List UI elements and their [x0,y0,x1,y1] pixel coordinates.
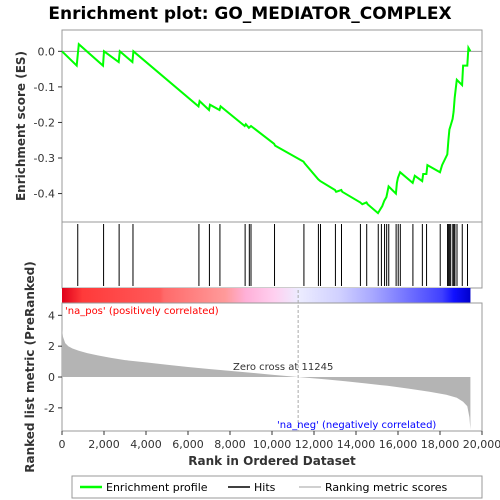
x-tick-label: 12,000 [295,438,334,451]
legend-label: Hits [254,481,276,494]
zero-cross-label: Zero cross at 11245 [233,362,333,373]
negative-label: 'na_neg' (negatively correlated) [277,420,436,431]
x-tick-label: 0 [59,438,66,451]
chart-title: Enrichment plot: GO_MEDIATOR_COMPLEX [48,4,451,24]
x-tick-label: 4,000 [130,438,162,451]
ranked-y-tick-label: 2 [48,340,55,353]
ranked-ylabel: Ranked list metric (PreRanked) [23,261,37,473]
es-y-tick-label: -0.3 [34,152,55,165]
hits-panel-frame [61,221,483,289]
legend-box [71,475,483,499]
hit-markers [77,224,469,286]
legend: Enrichment profile Hits Ranking metric sco… [80,481,447,494]
x-tick-label: 14,000 [337,438,376,451]
positive-label: 'na_pos' (positively correlated) [65,306,219,317]
ranked-y-ticks: 4 2 0 -2 [44,309,62,415]
x-tick-label: 10,000 [253,438,292,451]
ranked-y-tick-label: 0 [48,371,55,384]
es-y-tick-label: -0.2 [34,116,55,129]
es-y-ticks: 0.0 -0.1 -0.2 -0.3 -0.4 [34,45,62,201]
x-tick-label: 6,000 [172,438,204,451]
x-tick-label: 16,000 [379,438,418,451]
x-ticks: 0 2,000 4,000 6,000 8,000 10,000 12,000 14,000 1… [59,431,500,451]
ranked-y-tick-label: 4 [48,309,55,322]
es-panel-frame [61,29,483,223]
ranked-xlabel: Rank in Ordered Dataset [188,454,356,468]
x-tick-label: 2,000 [88,438,120,451]
es-ylabel: Enrichment score (ES) [14,51,28,201]
ranked-y-tick-label: -2 [44,402,55,415]
legend-label: Ranking metric scores [325,481,447,494]
es-y-tick-label: -0.4 [34,188,55,201]
es-y-tick-label: 0.0 [38,45,56,58]
es-y-tick-label: -0.1 [34,81,55,94]
ranking-metric-area [62,329,471,430]
legend-label: Enrichment profile [106,481,208,494]
x-tick-label: 18,000 [421,438,460,451]
x-tick-label: 20,000 [463,438,500,451]
ranking-color-bar [62,288,471,303]
x-tick-label: 8,000 [214,438,246,451]
enrichment-profile-line [61,42,472,215]
